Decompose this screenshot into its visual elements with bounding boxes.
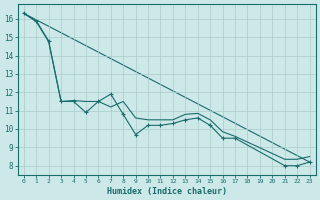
X-axis label: Humidex (Indice chaleur): Humidex (Indice chaleur)	[107, 187, 227, 196]
